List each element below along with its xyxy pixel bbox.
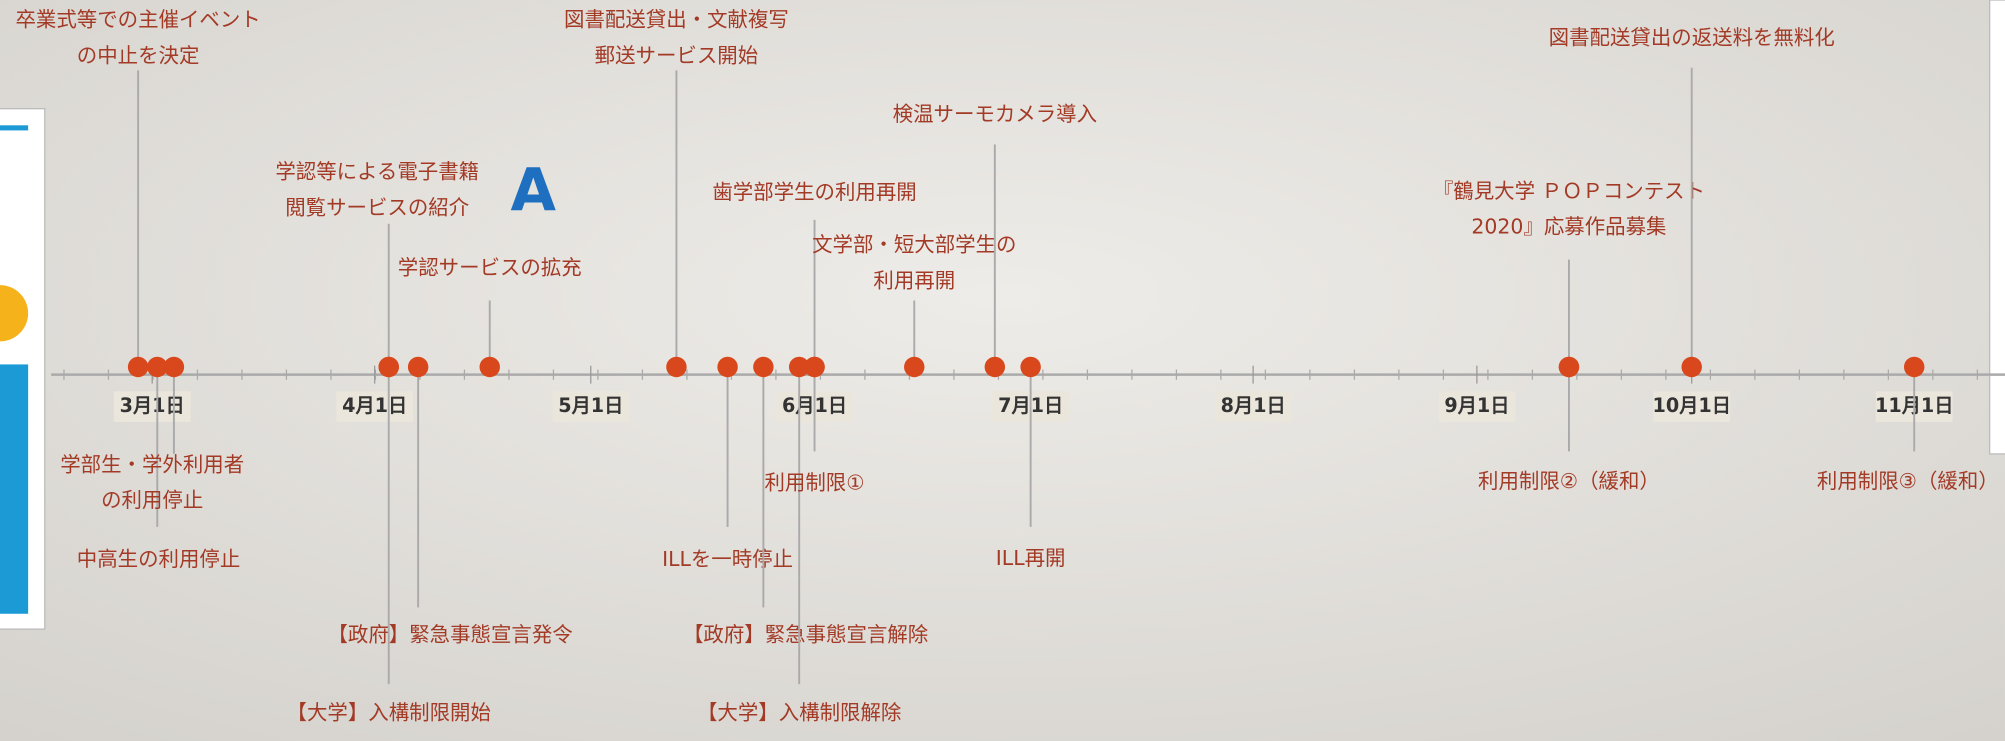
event-label: 歯学部学生の利用再開 [712,180,916,204]
event-label: 閲覧サービスの紹介 [285,195,469,219]
timeline: 3月1日4月1日5月1日6月1日7月1日8月1日9月1日10月1日11月1日卒業… [0,0,2005,741]
event-dot [753,357,773,377]
event-dot [717,357,737,377]
event-label: 【大学】入構制限解除 [697,701,901,725]
slide-thumbnail [0,109,45,629]
event-label: 卒業式等での主催イベント [15,7,260,31]
side-panel [1990,0,2005,454]
event-dot [804,357,824,377]
event-dot [128,357,148,377]
event-dot [1559,357,1579,377]
event-dot [985,357,1005,377]
event-label: 【政府】緊急事態宣言発令 [327,623,572,647]
event-label: 文学部・短大部学生の [812,233,1016,257]
month-label: 5月1日 [558,394,623,417]
event-dot [379,357,399,377]
event-label: 図書配送貸出・文献複写 [564,7,789,31]
event-dot [480,357,500,377]
event-label: 学認等による電子書籍 [275,160,479,184]
event-dot [164,357,184,377]
month-label: 4月1日 [342,394,407,417]
event-dot [1020,357,1040,377]
event-label: 利用制限②（緩和） [1478,469,1660,493]
event-label: 【大学】入構制限開始 [287,701,491,725]
event-label: ILL再開 [996,546,1066,570]
month-label: 10月1日 [1653,394,1731,417]
event-label: 『鶴見大学 ＰＯＰコンテスト [1433,179,1705,203]
event-label: 検温サーモカメラ導入 [893,102,1097,126]
month-label: 9月1日 [1444,394,1509,417]
event-dot [408,357,428,377]
event-dot [904,357,924,377]
event-label: 利用制限③（緩和） [1817,469,1999,493]
month-label: 3月1日 [120,394,185,417]
marker-label: A [510,155,556,224]
event-label: の利用停止 [101,488,203,512]
event-label: 【政府】緊急事態宣言解除 [683,623,928,647]
event-dot [1904,357,1924,377]
event-label: ILLを一時停止 [662,547,793,571]
event-label: 学認サービスの拡充 [398,256,582,280]
event-label: 2020』応募作品募集 [1471,215,1666,239]
event-label: 図書配送貸出の返送料を無料化 [1549,25,1835,49]
event-label: の中止を決定 [77,43,200,67]
month-label: 8月1日 [1221,394,1286,417]
page: 3月1日4月1日5月1日6月1日7月1日8月1日9月1日10月1日11月1日卒業… [0,0,2005,741]
event-label: 利用再開 [873,268,955,292]
event-dot [666,357,686,377]
event-label: 利用制限① [764,470,864,494]
event-label: 郵送サービス開始 [595,43,758,67]
event-dot [1681,357,1701,377]
event-label: 学部生・学外利用者 [60,452,244,476]
event-label: 中高生の利用停止 [77,547,240,571]
